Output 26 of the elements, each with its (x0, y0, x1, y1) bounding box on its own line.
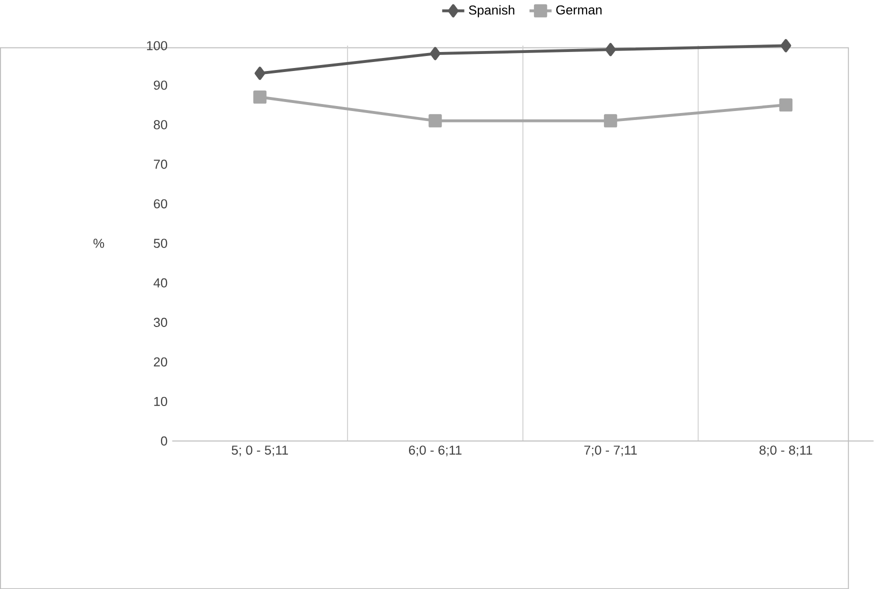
y-tick-label: 40 (154, 278, 168, 288)
y-tick-label: 70 (154, 160, 168, 169)
point (428, 114, 442, 128)
y-tick-label: 0 (160, 436, 168, 446)
y-tick-label: 20 (154, 357, 168, 366)
point (430, 46, 441, 60)
x-tick-label: 8;0 - 8;11 (760, 445, 812, 456)
y-axis-title: % (93, 238, 104, 248)
point (604, 114, 618, 128)
y-tick-label: 30 (154, 318, 168, 327)
x-tick-label: 5; 0 - 5;11 (232, 445, 288, 456)
y-tick-label: 100 (147, 40, 168, 50)
point (779, 98, 792, 112)
y-tick-label: 90 (154, 80, 168, 90)
point (605, 42, 616, 56)
point (254, 66, 266, 80)
point (780, 38, 792, 52)
point (253, 90, 266, 104)
x-tick-label: 7;0 - 7;11 (584, 445, 637, 456)
y-tick-label: 10 (154, 396, 168, 406)
legend-label: German (556, 5, 602, 14)
y-tick-label: 60 (154, 199, 168, 208)
legend-label: Spanish (468, 5, 514, 18)
y-tick-label: 50 (154, 238, 168, 248)
x-tick-label: 6;0 - 6;11 (408, 445, 462, 456)
y-tick-label: 80 (154, 120, 168, 130)
